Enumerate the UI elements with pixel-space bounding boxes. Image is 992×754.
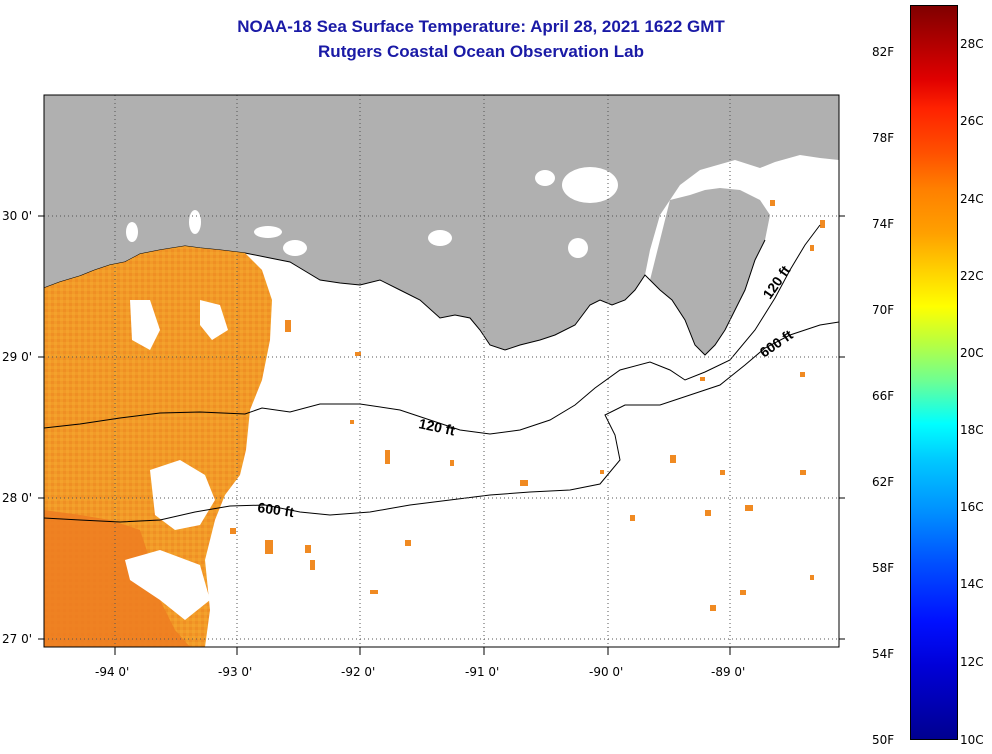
land-mass [44, 95, 839, 350]
sst-hot-region [44, 510, 190, 647]
lake-borgne [535, 170, 555, 186]
colorbar-c-label: 18C [960, 423, 984, 437]
colorbar-f-label: 74F [872, 217, 895, 231]
sst-specks [230, 200, 825, 611]
contour-600ft [43, 321, 840, 523]
cloud-gap [130, 300, 160, 350]
lon-label: -91 0' [465, 665, 500, 679]
colorbar-f-label: 50F [872, 733, 895, 747]
contour-label-600-west: 600 ft [257, 499, 296, 520]
lake-inland [428, 230, 452, 246]
white-lake [283, 240, 307, 256]
colorbar-c-label: 26C [960, 114, 984, 128]
lat-label: 28 0' [2, 491, 33, 505]
colorbar-c-label: 28C [960, 37, 984, 51]
map-border [43, 94, 840, 648]
grand-lake [254, 226, 282, 238]
colorbar-c-label: 10C [960, 733, 984, 747]
delta-land [650, 188, 770, 355]
colorbar-c-label: 12C [960, 655, 984, 669]
cloud-gap [150, 460, 215, 530]
colorbar-c-label: 22C [960, 269, 984, 283]
contour-label-120-south: 120 ft [417, 415, 456, 438]
temperature-colorbar [910, 5, 958, 740]
lake-calcasieu [189, 210, 201, 234]
graticule [44, 95, 839, 647]
ticks [38, 215, 845, 655]
colorbar-f-label: 62F [872, 475, 895, 489]
colorbar-f-label: 66F [872, 389, 895, 403]
colorbar-f-label: 58F [872, 561, 895, 575]
map-subtitle: Rutgers Coastal Ocean Observation Lab [318, 42, 644, 61]
colorbar-c-label: 20C [960, 346, 984, 360]
map-title: NOAA-18 Sea Surface Temperature: April 2… [237, 17, 725, 36]
colorbar-f-label: 78F [872, 131, 895, 145]
lat-label: 30 0' [2, 209, 33, 223]
colorbar-f-label: 70F [872, 303, 895, 317]
lon-label: -94 0' [95, 665, 130, 679]
colorbar-c-label: 16C [960, 500, 984, 514]
lon-label: -89 0' [711, 665, 746, 679]
lat-label: 29 0' [2, 350, 33, 364]
colorbar-c-label: 24C [960, 192, 984, 206]
lon-label: -90 0' [589, 665, 624, 679]
lon-label: -93 0' [218, 665, 253, 679]
lat-label: 27 0' [2, 632, 33, 646]
cloud-gap [200, 300, 228, 340]
lake-salvador [568, 238, 588, 258]
contour-120ft [43, 224, 821, 435]
colorbar-f-label: 82F [872, 45, 895, 59]
colorbar-f-label: 54F [872, 647, 895, 661]
colorbar-c-label: 14C [960, 577, 984, 591]
cloud-gap [125, 550, 210, 620]
sabine-lake [126, 222, 138, 242]
lake-pontchartrain [562, 167, 618, 203]
lon-label: -92 0' [341, 665, 376, 679]
